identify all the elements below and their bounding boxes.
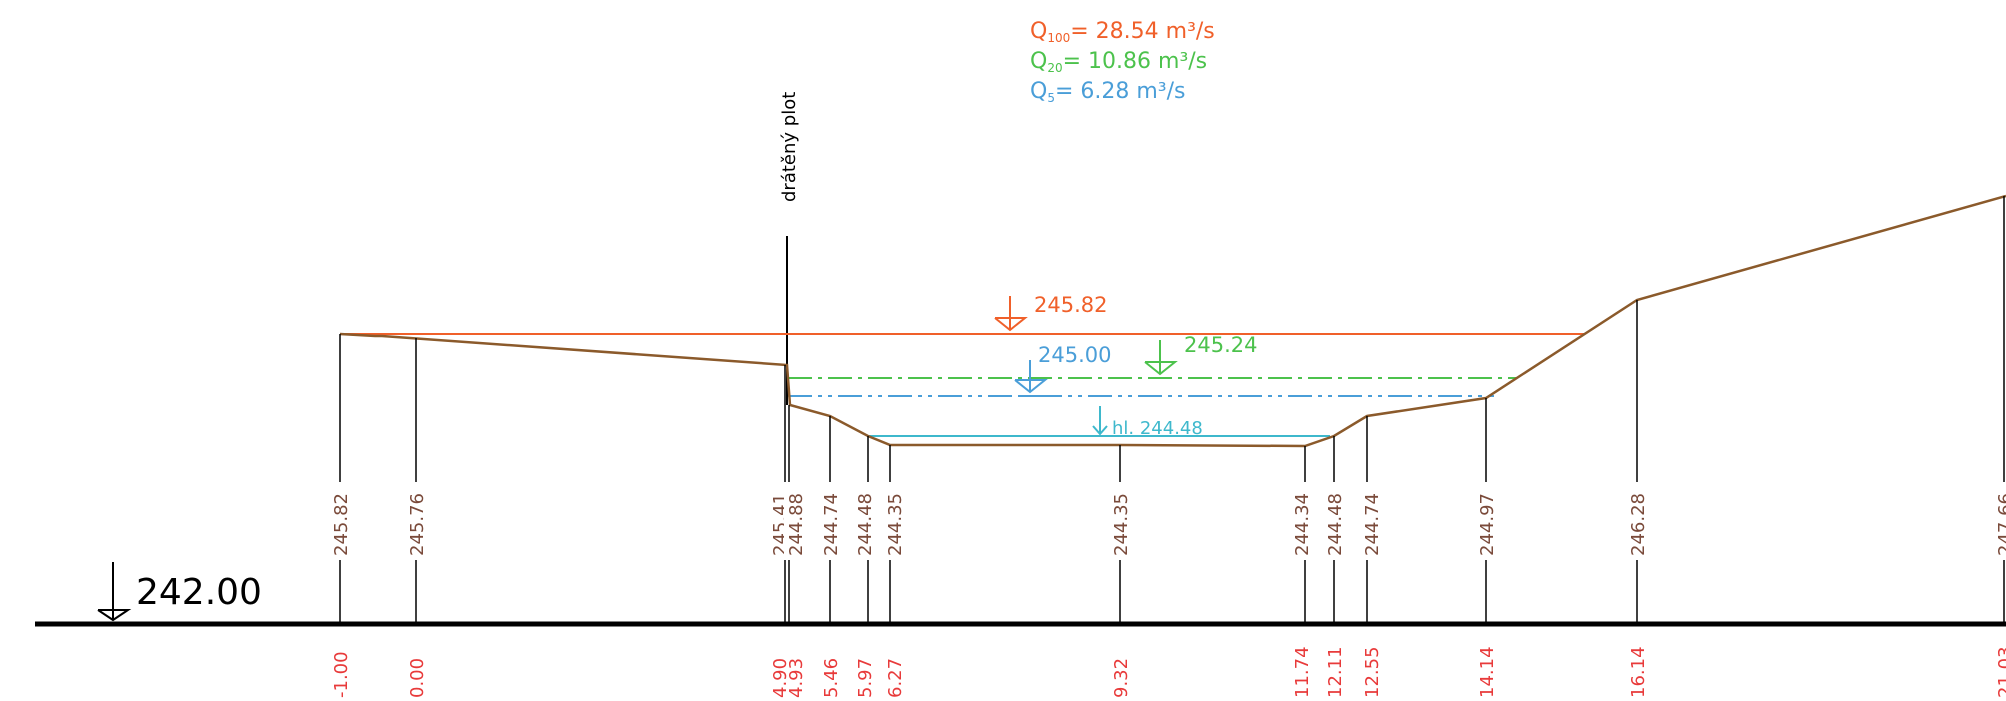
elevation-label: 245.82 <box>331 493 352 556</box>
discharge-legend: Q100= 28.54 m³/s Q20= 10.86 m³/s Q5= 6.2… <box>1030 19 1215 105</box>
legend-q5: Q5= 6.28 m³/s <box>1030 79 1186 105</box>
label-backing <box>883 482 905 560</box>
elevation-label: 244.48 <box>1325 493 1346 556</box>
water-level-marker-q20 <box>1144 340 1178 379</box>
datum-marker <box>97 562 132 625</box>
station-label: 6.27 <box>885 658 906 698</box>
elevation-label: 247.66 <box>1995 493 2006 556</box>
station-label: 4.90 <box>770 658 791 698</box>
label-backing <box>853 482 875 560</box>
water-level-label-q100: 245.82 <box>1034 293 1107 317</box>
elevation-label: 245.76 <box>407 493 428 556</box>
label-backing <box>1475 482 1497 560</box>
label-backing <box>784 482 806 560</box>
terrain-profile <box>339 194 2006 448</box>
station-label: 9.32 <box>1111 658 1132 698</box>
station-label: -1.00 <box>331 651 352 698</box>
water-level-label-q5: 245.00 <box>1038 343 1111 367</box>
station-label: 14.14 <box>1477 646 1498 698</box>
station-label: 16.14 <box>1628 646 1649 698</box>
station-label: 12.11 <box>1325 646 1346 698</box>
label-backing <box>1360 482 1382 560</box>
survey-points: 245.82-1.00245.760.00245.414.90244.884.9… <box>329 196 2006 698</box>
station-label: 12.55 <box>1362 646 1383 698</box>
station-label: 4.93 <box>786 658 807 698</box>
label-backing <box>1626 482 1648 560</box>
station-label: 21.03 <box>1995 646 2006 698</box>
label-backing <box>405 482 427 560</box>
legend-q100: Q100= 28.54 m³/s <box>1030 19 1215 45</box>
legend-q20: Q20= 10.86 m³/s <box>1030 49 1207 75</box>
elevation-label: 244.74 <box>1362 493 1383 556</box>
elevation-label: 244.35 <box>1111 493 1132 556</box>
water-level-marker-q5 <box>1014 360 1048 397</box>
elevation-label: 244.35 <box>885 493 906 556</box>
elevation-label: 244.97 <box>1477 493 1498 556</box>
label-backing <box>1993 482 2006 560</box>
elevation-label: 246.28 <box>1628 493 1649 556</box>
station-label: 5.97 <box>855 658 876 698</box>
elevation-label: 244.34 <box>1292 493 1313 556</box>
water-level-label-q20: 245.24 <box>1184 333 1257 357</box>
water-level-label-normal: hl. 244.48 <box>1112 418 1203 439</box>
label-backing <box>329 482 351 560</box>
fence-label: drátěný plot <box>779 92 800 202</box>
datum-label: 242.00 <box>136 572 262 613</box>
label-backing <box>819 482 841 560</box>
elevation-label: 244.48 <box>855 493 876 556</box>
label-backing <box>1109 482 1131 560</box>
water-level-marker-normal <box>1092 406 1108 436</box>
water-level-marker-q100 <box>994 296 1028 335</box>
station-label: 0.00 <box>407 658 428 698</box>
elevation-label: 244.74 <box>821 493 842 556</box>
label-backing <box>1323 482 1345 560</box>
station-label: 11.74 <box>1292 646 1313 698</box>
label-backing <box>1290 482 1312 560</box>
elevation-label: 244.88 <box>786 493 807 556</box>
station-label: 5.46 <box>821 658 842 698</box>
